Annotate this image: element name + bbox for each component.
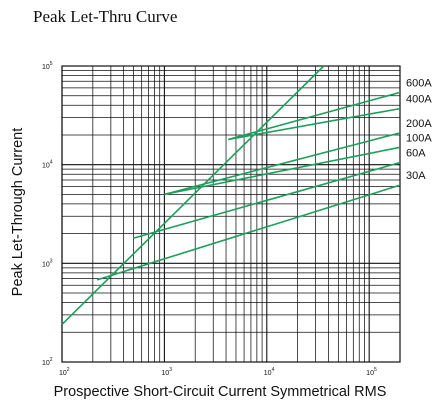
series-label-60A: 60A — [406, 148, 426, 160]
series-line-30A — [96, 184, 401, 281]
x-tick-label: 103 — [161, 367, 172, 377]
series-line-100A — [164, 146, 401, 196]
series-line-400A — [228, 107, 401, 141]
reference-diagonal-line — [61, 65, 325, 326]
plot-frame — [61, 65, 401, 363]
series-label-400A: 400A — [406, 94, 432, 106]
x-tick-labels: 102 103 104 105 — [59, 367, 377, 377]
series-line-60A — [133, 161, 401, 239]
x-tick-label: 105 — [366, 367, 377, 377]
x-axis-label: Prospective Short-Circuit Current Symmet… — [54, 384, 387, 400]
series-label-200A: 200A — [406, 118, 432, 130]
x-tick-label: 104 — [264, 367, 275, 377]
x-tick-label: 102 — [59, 367, 70, 377]
series-labels: 600A 400A 200A 100A 60A 30A — [406, 77, 432, 182]
y-tick-label: 105 — [42, 61, 53, 71]
series-line-600A — [227, 91, 401, 141]
y-tick-labels: 102 103 104 105 — [42, 61, 53, 367]
y-tick-label: 103 — [42, 258, 53, 268]
grid — [61, 66, 401, 363]
series-label-30A: 30A — [406, 170, 426, 182]
y-axis-label: Peak Let-Through Current — [10, 128, 26, 296]
y-tick-label: 104 — [42, 160, 53, 170]
y-tick-label: 102 — [42, 357, 53, 367]
series-line-200A — [164, 132, 401, 196]
chart-title: Peak Let-Thru Curve — [33, 7, 177, 26]
series-lines — [61, 65, 401, 326]
series-label-100A: 100A — [406, 132, 432, 144]
series-label-600A: 600A — [406, 77, 432, 89]
